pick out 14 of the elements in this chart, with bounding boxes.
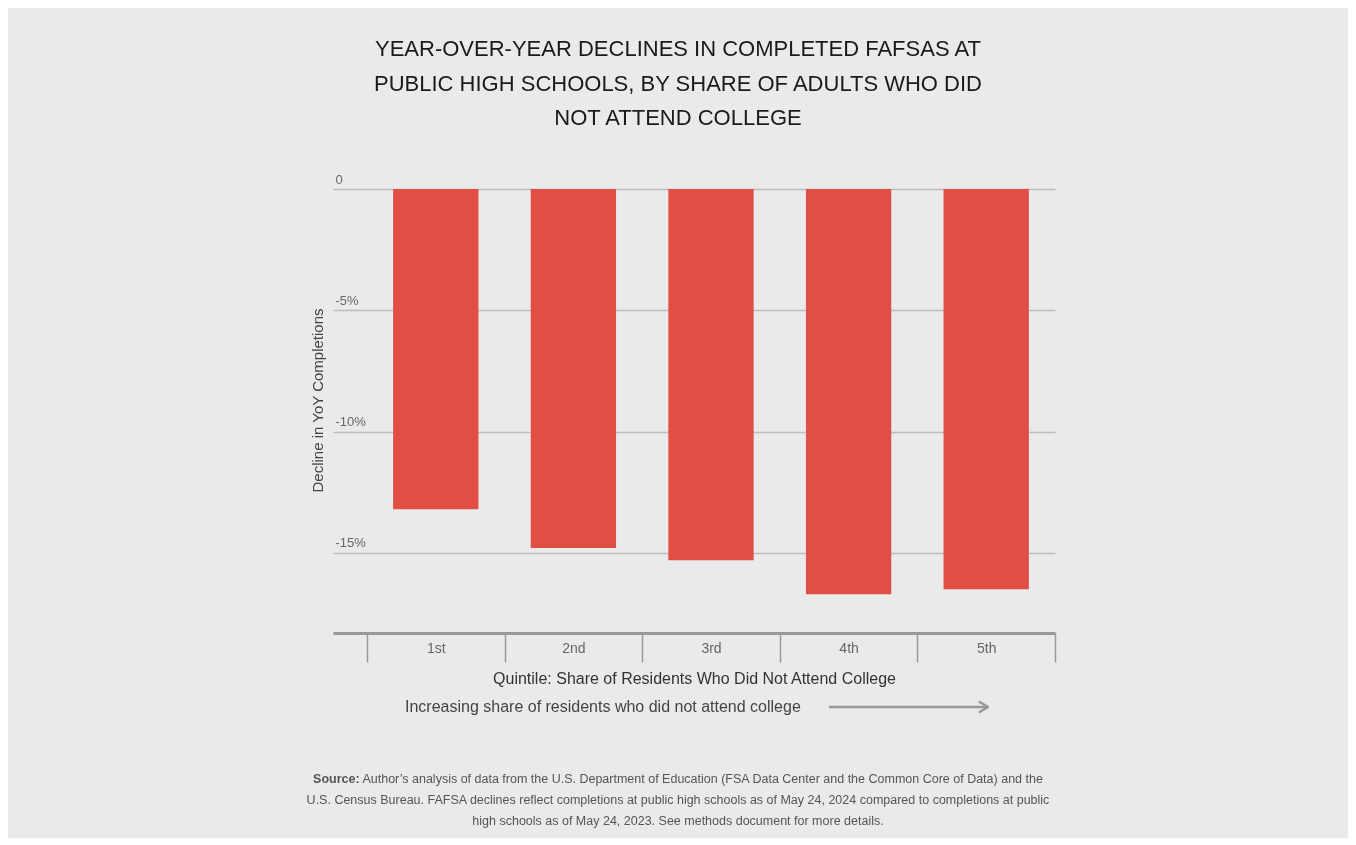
x-tick-label: 5th [976, 639, 997, 656]
x-tick-label: 2nd [562, 639, 586, 656]
x-tick-label: 1st [426, 639, 446, 656]
x-axis-title: Quintile: Share of Residents Who Did Not Attend College [493, 670, 897, 688]
y-axis-title: Decline in YoY Completions [308, 308, 326, 493]
text: Increasing share of residents who did not attend college [405, 698, 801, 716]
y-tick-label: -5% [335, 292, 360, 308]
x-tick-label: 3rd [701, 639, 722, 656]
x-tick-label: 4th [839, 639, 859, 656]
y-tick-label: 0 [335, 171, 343, 187]
chart-title: YEAR-OVER-YEAR DECLINES IN COMPLETED FAFSAS AT PUBLIC HIGH SCHOOLS, BY SHARE OF ADULTS WHO DID NOT ATTEND COLLEGE [373, 35, 983, 132]
y-tick-label: -15% [335, 535, 367, 551]
y-tick-label: -10% [335, 414, 367, 430]
source-note: Source: Author’s analysis of data from the U.S. Department of Education (FSA Data Center and the Common Core of Data) and the U.S. Census Bureau. FAFSA declines reflect completions at public high schools as of May 24, 2024 compared to completions at public high schools as of May 24, 2023. See methods document for more details. [306, 772, 1050, 828]
